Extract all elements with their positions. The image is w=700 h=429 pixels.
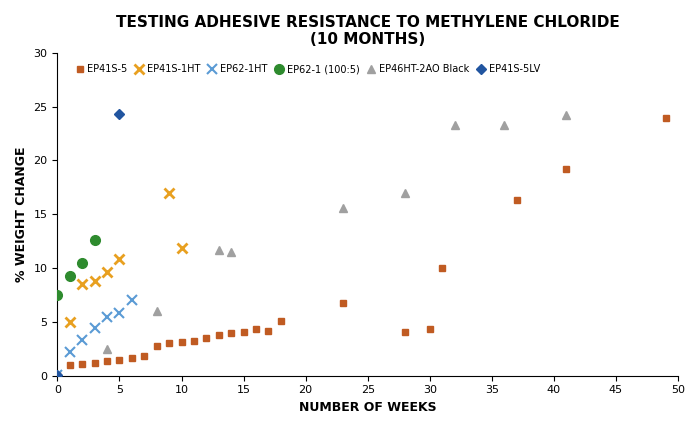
- X-axis label: NUMBER OF WEEKS: NUMBER OF WEEKS: [299, 401, 437, 414]
- Legend: EP41S-5, EP41S-1HT, EP62-1HT, EP62-1 (100:5), EP46HT-2AO Black, EP41S-5LV: EP41S-5, EP41S-1HT, EP62-1HT, EP62-1 (10…: [75, 64, 540, 74]
- Title: TESTING ADHESIVE RESISTANCE TO METHYLENE CHLORIDE
(10 MONTHS): TESTING ADHESIVE RESISTANCE TO METHYLENE…: [116, 15, 620, 47]
- Y-axis label: % WEIGHT CHANGE: % WEIGHT CHANGE: [15, 146, 28, 282]
